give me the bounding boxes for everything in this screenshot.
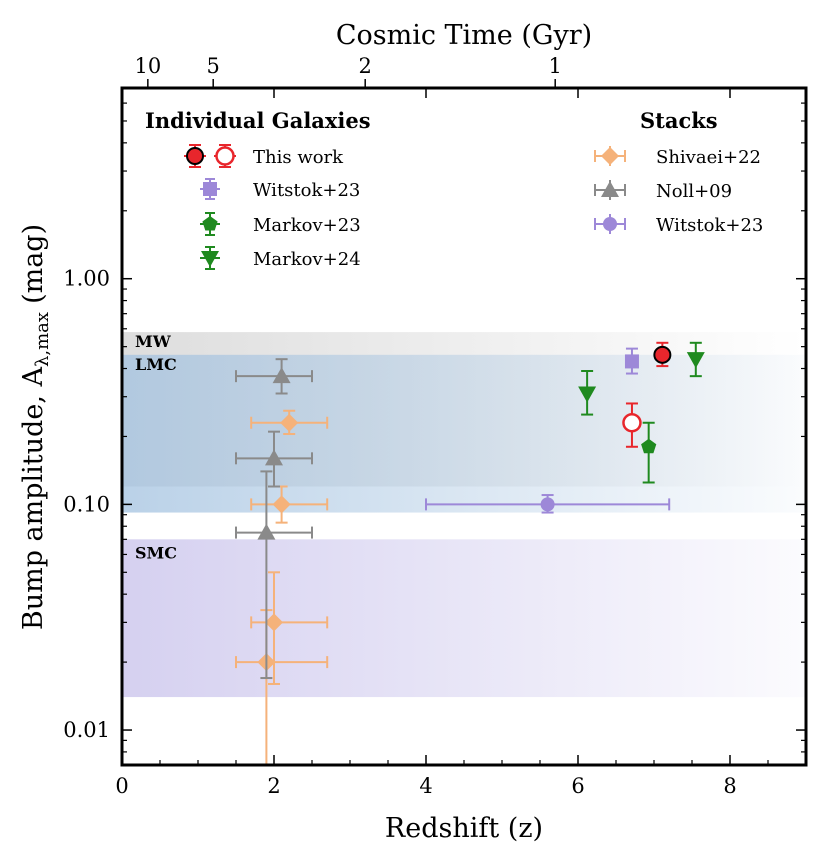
x-tick-label: 4 bbox=[419, 774, 432, 798]
data-point-witstok23-stacks bbox=[425, 494, 671, 514]
y-tick-label: 0.01 bbox=[63, 718, 110, 742]
data-point-thiswork-individual bbox=[653, 341, 672, 368]
x-tick-label: 8 bbox=[723, 774, 736, 798]
y-tick-label: 1.00 bbox=[63, 267, 110, 291]
data-point-markov24-individual bbox=[686, 341, 705, 378]
legend-label-this-work: This work bbox=[253, 147, 344, 168]
top-tick-label: 1 bbox=[549, 54, 562, 78]
data-point-witstok23-individual bbox=[624, 347, 639, 375]
y-axis-title-sub: λ,max bbox=[32, 312, 53, 367]
legend-label-markov24: Markov+24 bbox=[253, 249, 361, 270]
legend-label-witstok23-individual: Witstok+23 bbox=[253, 180, 360, 201]
data-point-shivaei22-stacks bbox=[250, 409, 329, 436]
legend-label-witstok23-stack: Witstok+23 bbox=[656, 215, 763, 236]
legend-stacks-title: Stacks bbox=[640, 108, 718, 133]
data-point-marker bbox=[272, 495, 291, 514]
data-point-marker bbox=[578, 386, 597, 403]
legend-shivaei22-marker bbox=[594, 146, 626, 166]
data-point-markov24-individual bbox=[578, 369, 597, 416]
legend-witstok23-stack-marker bbox=[594, 214, 626, 234]
band-label-mw: MW bbox=[135, 332, 172, 351]
legend-markov23-marker bbox=[200, 212, 220, 236]
x-axis-title: Redshift (z) bbox=[385, 813, 543, 844]
data-point-marker bbox=[540, 497, 555, 512]
x-tick-label: 2 bbox=[267, 774, 280, 798]
data-point-noll09-stacks bbox=[235, 358, 313, 395]
y-axis-title: Bump amplitude, Aλ,max (mag) bbox=[18, 224, 53, 630]
data-point-markov23-individual bbox=[641, 421, 657, 484]
data-point-marker bbox=[272, 367, 291, 384]
y-axis-title-main: Bump amplitude, A bbox=[18, 367, 49, 631]
data-point-marker bbox=[265, 449, 283, 466]
legend-label-shivaei22: Shivaei+22 bbox=[656, 147, 761, 168]
legend-this-work-marker-filled bbox=[184, 144, 206, 168]
legend-label-noll09: Noll+09 bbox=[656, 181, 732, 202]
data-point-marker bbox=[686, 352, 705, 369]
top-tick-label: 10 bbox=[134, 54, 161, 78]
band-lmc bbox=[122, 354, 806, 513]
x-tick-label: 6 bbox=[571, 774, 584, 798]
top-axis-title: Cosmic Time (Gyr) bbox=[336, 20, 592, 51]
data-point-marker bbox=[257, 523, 276, 540]
legend-markov24-marker bbox=[200, 246, 220, 270]
data-point-marker bbox=[280, 413, 299, 432]
data-point-shivaei22-stacks bbox=[250, 571, 329, 685]
data-point-marker bbox=[265, 613, 283, 632]
legend-this-work-marker-open bbox=[214, 144, 236, 168]
legend-individual-title: Individual Galaxies bbox=[145, 108, 371, 133]
legend-individual: This work Witstok+23 Markov+23 Markov+24 bbox=[184, 144, 361, 270]
data-point-marker bbox=[641, 438, 657, 454]
data-point-thiswork-individual bbox=[622, 402, 642, 448]
data-point-noll09-stacks bbox=[235, 430, 313, 488]
x-tick-label: 0 bbox=[115, 774, 128, 798]
plot-frame bbox=[120, 86, 808, 767]
legend-witstok23-individual-marker bbox=[200, 178, 220, 200]
band-label-smc: SMC bbox=[135, 543, 177, 562]
top-tick-label: 5 bbox=[207, 54, 220, 78]
y-tick-label: 0.10 bbox=[63, 492, 110, 516]
legend-label-markov23: Markov+23 bbox=[253, 215, 361, 236]
band-label-lmc: LMC bbox=[135, 355, 177, 374]
data-point-marker bbox=[624, 354, 639, 369]
legend-stacks: Shivaei+22 Noll+09 Witstok+23 bbox=[594, 146, 763, 236]
y-axis-title-unit: (mag) bbox=[18, 224, 49, 304]
top-tick-label: 2 bbox=[359, 54, 372, 78]
band-smc bbox=[122, 539, 806, 698]
data-point-marker bbox=[622, 412, 642, 433]
data-point-marker bbox=[653, 345, 672, 364]
data-point-noll09-stacks bbox=[235, 470, 313, 680]
legend-noll09-marker bbox=[594, 180, 626, 200]
